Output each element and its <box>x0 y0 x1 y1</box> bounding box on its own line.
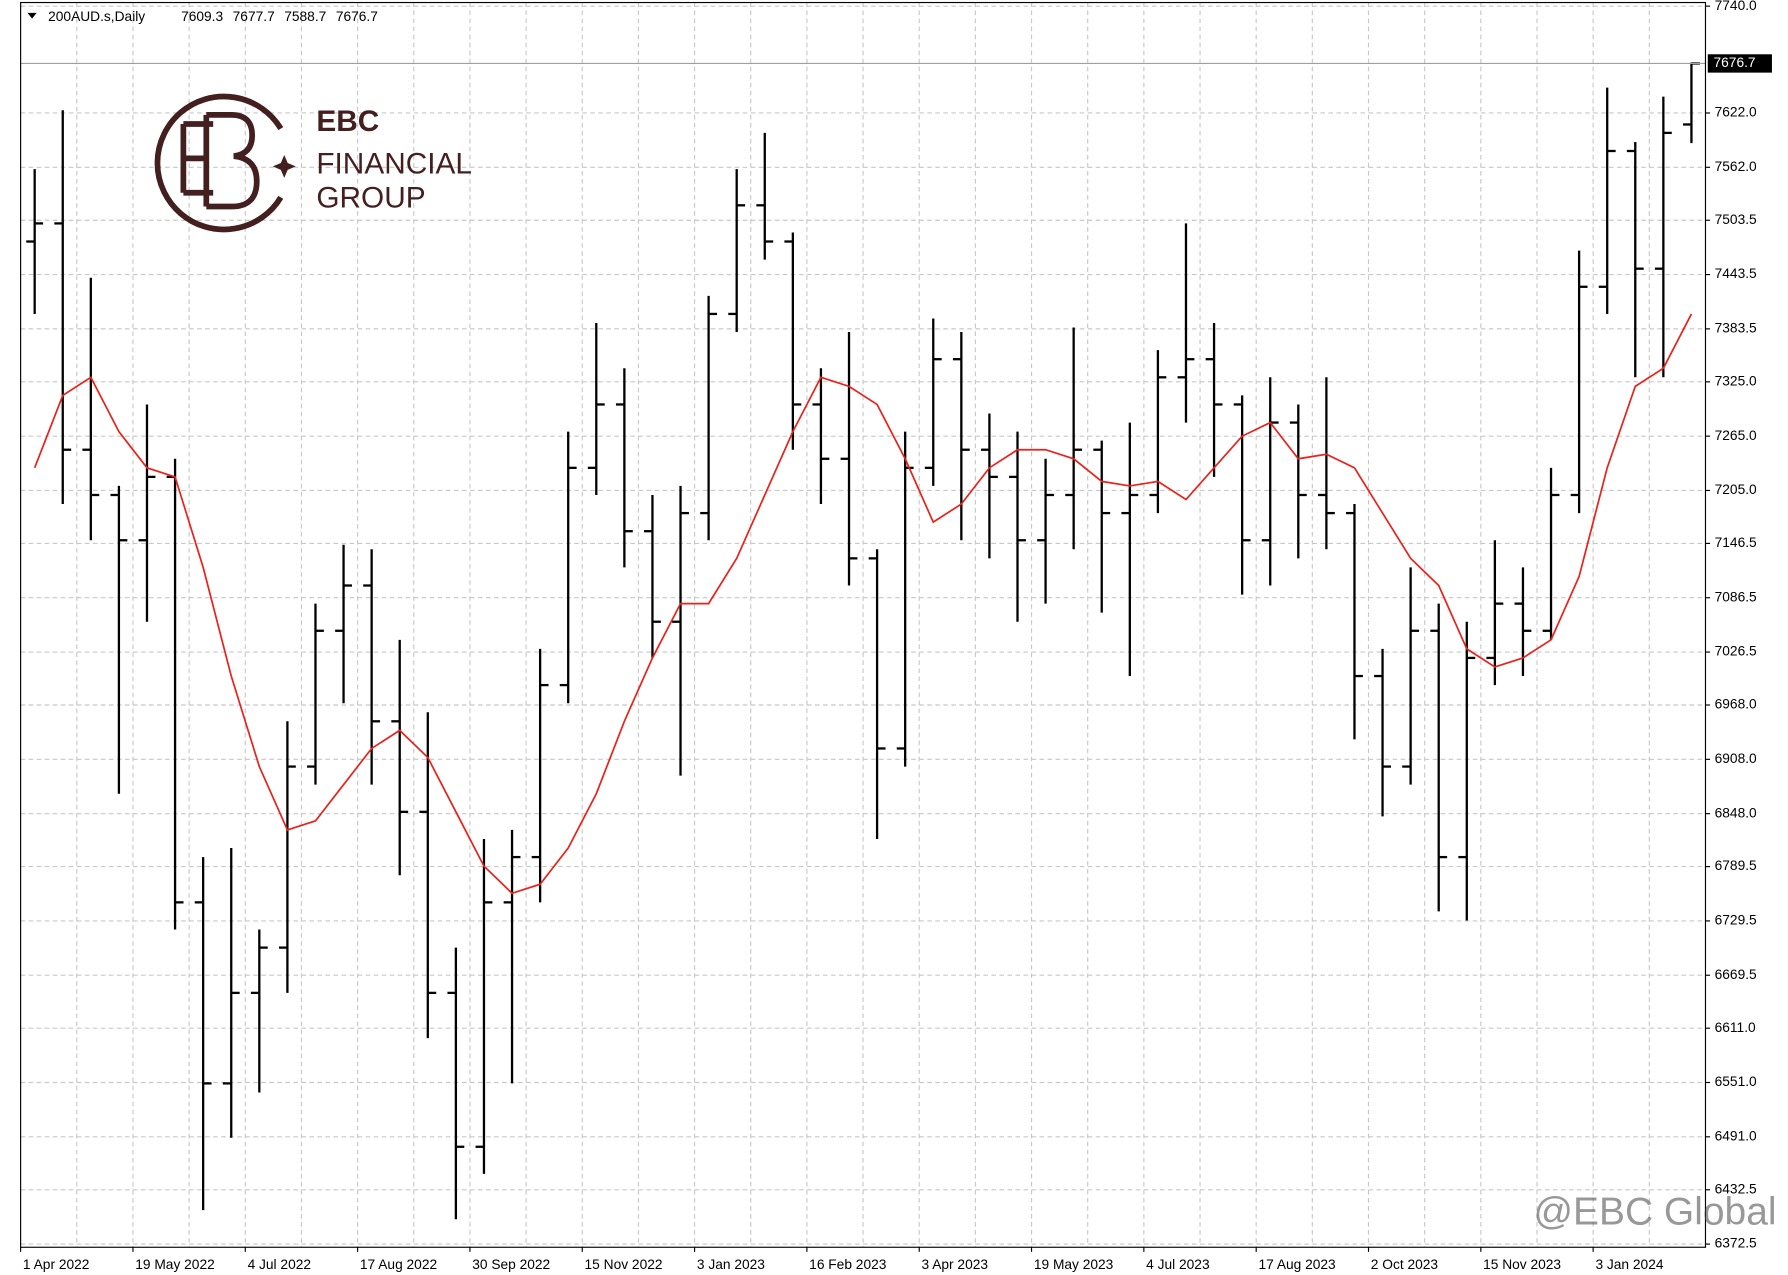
x-tick-label: 17 Aug 2022 <box>360 1257 437 1272</box>
x-tick-label: 30 Sep 2022 <box>472 1257 550 1272</box>
y-tick-label: 7086.5 <box>1715 589 1757 604</box>
y-tick-label: 7562.0 <box>1715 159 1757 174</box>
y-tick-label: 6908.0 <box>1715 751 1757 766</box>
x-tick-label: 1 Apr 2022 <box>23 1257 90 1272</box>
y-tick-label: 7265.0 <box>1715 428 1757 443</box>
x-tick-label: 4 Jul 2023 <box>1146 1257 1210 1272</box>
y-tick-label: 7740.0 <box>1715 0 1757 13</box>
price-bars <box>20 62 1706 1220</box>
watermark: @EBC Global <box>1533 1190 1776 1233</box>
y-tick-label: 7622.0 <box>1715 105 1757 120</box>
logo-text: FINANCIAL <box>316 147 472 180</box>
x-tick-label: 3 Jan 2024 <box>1595 1257 1663 1272</box>
y-tick-label: 7503.5 <box>1715 212 1757 227</box>
y-tick-label: 7443.5 <box>1715 266 1757 281</box>
y-tick-label: 6789.5 <box>1715 858 1757 873</box>
logo-text: EBC <box>316 105 379 138</box>
y-tick-label: 6848.0 <box>1715 805 1757 820</box>
header: 200AUD.s,Daily 7609.3 7677.7 7588.7 7676… <box>27 9 378 24</box>
price-tag-label: 7676.7 <box>1714 55 1756 70</box>
x-tick-label: 15 Nov 2022 <box>585 1257 663 1272</box>
logo-mark <box>180 111 260 210</box>
y-tick-label: 7383.5 <box>1715 320 1757 335</box>
logo-ring <box>154 93 284 233</box>
x-tick-label: 19 May 2022 <box>135 1257 215 1272</box>
header-high: 7677.7 <box>233 9 275 24</box>
y-tick-label: 7205.0 <box>1715 482 1757 497</box>
y-tick-label: 6729.5 <box>1715 913 1757 928</box>
symbol: 200AUD.s,Daily <box>48 9 145 24</box>
header-arrow <box>27 12 37 19</box>
header-low: 7588.7 <box>284 9 326 24</box>
x-tick-label: 16 Feb 2023 <box>809 1257 887 1272</box>
logo: EBC FINANCIAL GROUP <box>154 93 472 233</box>
moving-average <box>33 313 1693 895</box>
header-open: 7609.3 <box>181 9 223 24</box>
x-tick-label: 17 Aug 2023 <box>1258 1257 1336 1272</box>
x-tick-label: 3 Apr 2023 <box>922 1257 989 1272</box>
y-tick-label: 6669.5 <box>1715 967 1757 982</box>
x-tick-label: 4 Jul 2022 <box>248 1257 311 1272</box>
x-tick-label: 3 Jan 2023 <box>697 1257 765 1272</box>
y-tick-label: 6432.5 <box>1715 1181 1757 1196</box>
y-tick-label: 7146.5 <box>1715 535 1757 550</box>
header-close: 7676.7 <box>336 9 378 24</box>
price-tag <box>1707 54 1772 73</box>
x-tick-label: 15 Nov 2023 <box>1483 1257 1561 1272</box>
logo-star <box>272 154 296 178</box>
y-tick-label: 7026.5 <box>1715 644 1757 659</box>
y-tick-label: 7325.0 <box>1715 373 1757 388</box>
logo-text: GROUP <box>316 182 425 215</box>
y-tick-label: 6491.0 <box>1715 1128 1757 1143</box>
y-tick-label: 6611.0 <box>1715 1020 1756 1035</box>
y-tick-label: 6372.5 <box>1715 1236 1757 1251</box>
x-tick-label: 19 May 2023 <box>1034 1257 1114 1272</box>
plot-frame <box>20 1 1707 1248</box>
y-tick-label: 6968.0 <box>1715 697 1757 712</box>
y-tick-label: 6551.0 <box>1715 1074 1757 1089</box>
grid <box>20 2 1706 1248</box>
x-tick-label: 2 Oct 2023 <box>1371 1257 1439 1272</box>
